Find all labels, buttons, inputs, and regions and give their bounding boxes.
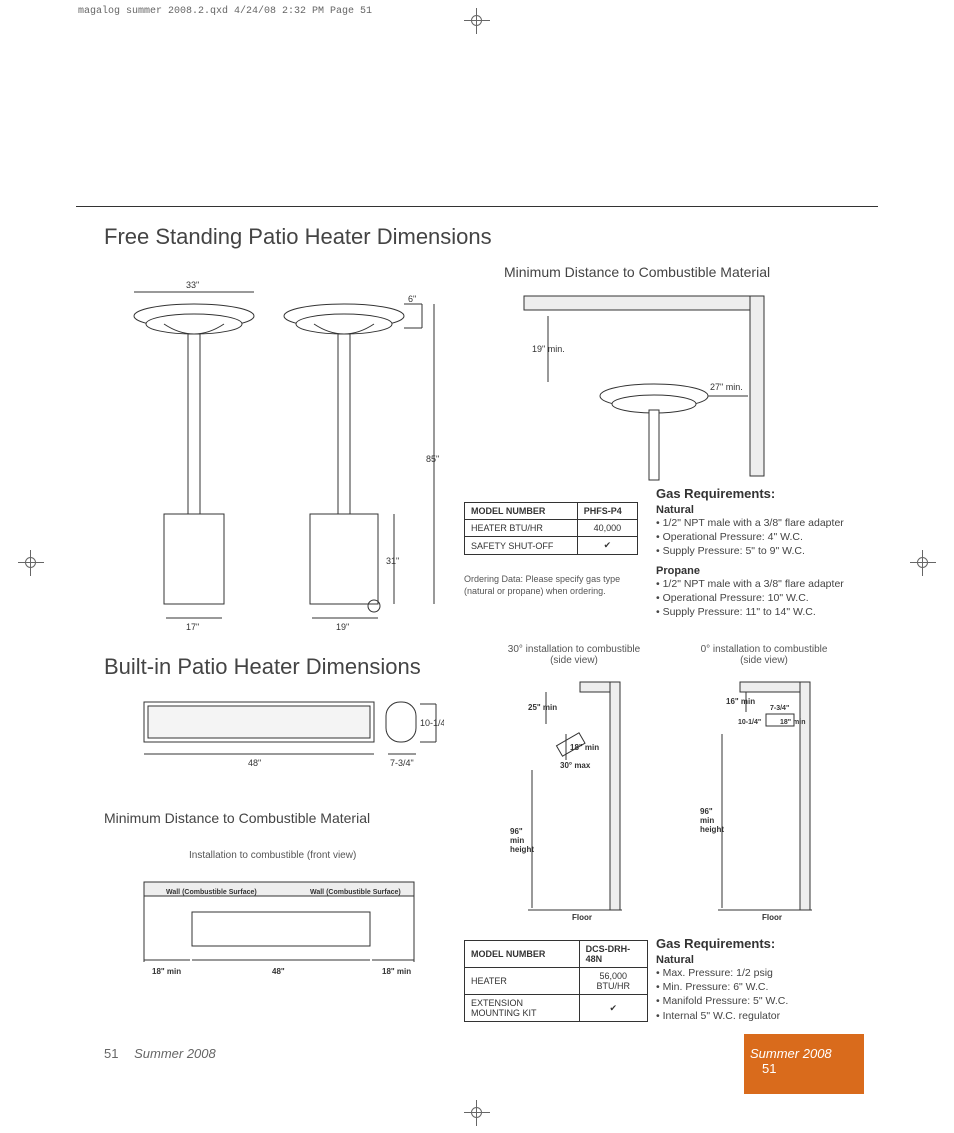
table-header: PHFS-P4	[577, 503, 637, 520]
wall-label: Wall (Combustible Surface)	[166, 889, 257, 896]
dim-label: 10-1/4"	[738, 719, 761, 726]
install-front-label: Installation to combustible (front view)	[189, 850, 356, 861]
dim-label: 96"minheight	[700, 807, 724, 834]
table-row: HEATER 56,000 BTU/HR	[465, 968, 648, 995]
dim-label: 18" min	[570, 743, 599, 752]
table-row: EXTENSION MOUNTING KIT ✔	[465, 995, 648, 1022]
gas-item: Supply Pressure: 5" to 9" W.C.	[656, 544, 861, 558]
gas-item: Min. Pressure: 6" W.C.	[656, 980, 861, 994]
dim-label: 85"	[426, 454, 439, 464]
gas-requirements-builtin: Gas Requirements: Natural Max. Pressure:…	[656, 936, 861, 1023]
gas-item: Operational Pressure: 4" W.C.	[656, 530, 861, 544]
diagram-sideview-30: 25" min 18" min 30° max 96"minheight Flo…	[504, 674, 634, 924]
diagram-mdcm-clearance: 19" min. 27" min.	[504, 286, 854, 486]
top-rule	[76, 206, 878, 207]
diagram-sideview-0: 16" min 7-3/4" 10-1/4" 18" min 96"minhei…	[694, 674, 824, 924]
sideview-30-label: 30° installation to combustible (side vi…	[504, 644, 644, 666]
ordering-note: Ordering Data: Please specify gas type (…	[464, 574, 644, 597]
diagram-freestanding: 33" 6" 85" 31" 17" 19"	[104, 274, 444, 634]
dim-label: 19" min.	[532, 344, 565, 354]
dim-label: 96"minheight	[510, 827, 534, 854]
gas-requirements-freestanding: Gas Requirements: Natural 1/2" NPT male …	[656, 486, 861, 619]
page-number: 51	[104, 1046, 118, 1061]
gas-item: Operational Pressure: 10" W.C.	[656, 591, 861, 605]
dim-label: 48"	[272, 967, 285, 976]
issue-label: Summer 2008	[750, 1046, 832, 1061]
dim-label: 16" min	[726, 697, 755, 706]
dim-label: 18" min	[780, 719, 806, 726]
table-row: SAFETY SHUT-OFF ✔	[465, 537, 638, 555]
dim-label: 18" min	[152, 967, 181, 976]
table-header: DCS-DRH-48N	[579, 941, 647, 968]
registration-mark-icon	[464, 1100, 490, 1126]
registration-mark-icon	[464, 8, 490, 34]
gas-item: 1/2" NPT male with a 3/8" flare adapter	[656, 516, 861, 530]
footer-right: Summer 2008 51	[750, 1046, 854, 1076]
spec-table-freestanding: MODEL NUMBER PHFS-P4 HEATER BTU/HR 40,00…	[464, 502, 638, 555]
gas-item: Max. Pressure: 1/2 psig	[656, 966, 861, 980]
table-header: MODEL NUMBER	[465, 941, 580, 968]
dim-label: 6"	[408, 294, 416, 304]
sideview-0-label: 0° installation to combustible (side vie…	[694, 644, 834, 666]
wall-label: Wall (Combustible Surface)	[310, 889, 401, 896]
dim-label: 27" min.	[710, 382, 743, 392]
dim-label: 19"	[336, 622, 349, 632]
floor-label: Floor	[762, 913, 782, 922]
spec-table-builtin: MODEL NUMBER DCS-DRH-48N HEATER 56,000 B…	[464, 940, 648, 1022]
dim-label: 33"	[186, 280, 199, 290]
floor-label: Floor	[572, 913, 592, 922]
mdcm-title-top: Minimum Distance to Combustible Material	[504, 264, 770, 280]
gas-item: Manifold Pressure: 5" W.C.	[656, 994, 861, 1008]
gas-natural-title: Natural	[656, 954, 861, 966]
table-header: MODEL NUMBER	[465, 503, 578, 520]
gas-item: 1/2" NPT male with a 3/8" flare adapter	[656, 577, 861, 591]
gas-req-title: Gas Requirements:	[656, 936, 861, 951]
gas-item: Supply Pressure: 11" to 14" W.C.	[656, 605, 861, 619]
dim-label: 48"	[248, 758, 261, 768]
section-title-freestanding: Free Standing Patio Heater Dimensions	[104, 224, 854, 250]
section-title-builtin: Built-in Patio Heater Dimensions	[104, 654, 421, 680]
diagram-front-view: Wall (Combustible Surface) Wall (Combust…	[114, 872, 444, 982]
gas-req-title: Gas Requirements:	[656, 486, 861, 501]
page-number: 51	[762, 1061, 776, 1076]
issue-label: Summer 2008	[134, 1046, 216, 1061]
print-slug: magalog summer 2008.2.qxd 4/24/08 2:32 P…	[78, 6, 372, 17]
gas-item: Internal 5" W.C. regulator	[656, 1009, 861, 1023]
mdcm-title-bottom: Minimum Distance to Combustible Material	[104, 810, 370, 826]
dim-label: 7-3/4"	[390, 758, 414, 768]
registration-mark-icon	[910, 550, 936, 576]
dim-label: 31"	[386, 556, 399, 566]
dim-label: 25" min	[528, 703, 557, 712]
gas-propane-title: Propane	[656, 565, 861, 577]
dim-label: 7-3/4"	[770, 705, 789, 712]
table-row: HEATER BTU/HR 40,000	[465, 520, 638, 537]
dim-label: 30° max	[560, 761, 591, 770]
dim-label: 17"	[186, 622, 199, 632]
gas-natural-title: Natural	[656, 504, 861, 516]
registration-mark-icon	[18, 550, 44, 576]
footer-left: 51 Summer 2008	[104, 1046, 216, 1061]
dim-label: 18" min	[382, 967, 411, 976]
dim-label: 10-1/4"	[420, 718, 444, 728]
diagram-builtin-heater: 48" 10-1/4" 7-3/4"	[114, 692, 444, 772]
